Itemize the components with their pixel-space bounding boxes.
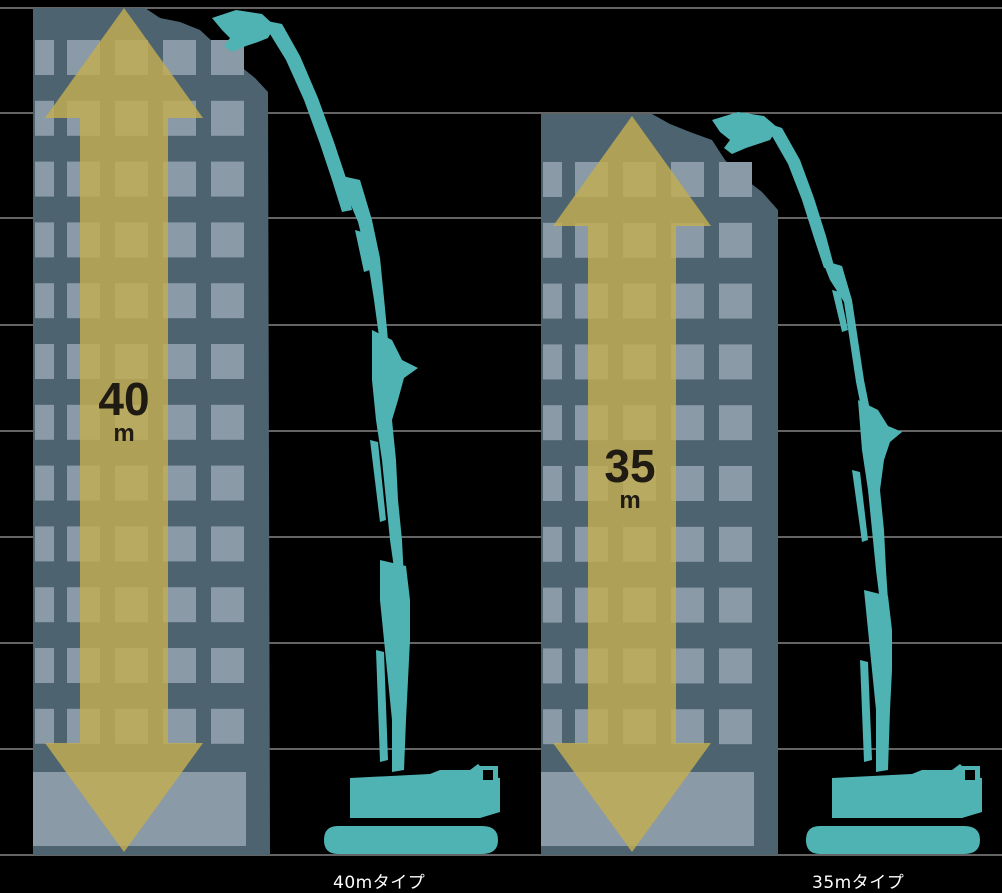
height-value: 40 <box>98 373 150 425</box>
window <box>543 648 562 684</box>
window <box>671 405 704 441</box>
window <box>163 708 196 744</box>
height-label-40m: 40 m <box>84 376 164 446</box>
window <box>163 587 196 623</box>
height-unit: m <box>619 487 641 514</box>
window <box>35 465 54 501</box>
window <box>35 344 54 379</box>
window <box>671 466 704 501</box>
window <box>163 404 196 440</box>
window <box>543 526 562 562</box>
window <box>211 283 244 319</box>
caption-35m-type: 35mタイプ <box>812 873 905 893</box>
demolition-machine-35m <box>712 112 982 854</box>
window <box>671 526 704 562</box>
window <box>719 587 752 623</box>
window <box>163 283 196 319</box>
window <box>35 404 54 440</box>
window <box>211 222 244 258</box>
window <box>35 526 54 562</box>
height-arrow-40m <box>45 8 203 852</box>
window <box>671 587 704 623</box>
window <box>719 709 752 745</box>
window <box>719 162 752 197</box>
window <box>543 709 562 745</box>
window <box>211 404 244 440</box>
window <box>163 465 196 501</box>
window <box>35 222 54 258</box>
window <box>671 344 704 380</box>
height-arrow-35m <box>553 116 711 852</box>
window <box>671 648 704 684</box>
window <box>163 222 196 258</box>
window <box>163 344 196 379</box>
window <box>211 161 244 197</box>
window <box>211 526 244 562</box>
window <box>719 344 752 380</box>
window <box>35 648 54 683</box>
window <box>543 466 562 501</box>
window <box>35 100 54 136</box>
window <box>211 344 244 379</box>
window <box>719 222 752 258</box>
window <box>211 100 244 136</box>
window <box>543 344 562 380</box>
window <box>211 648 244 683</box>
window <box>671 709 704 745</box>
window <box>543 587 562 623</box>
window <box>719 466 752 501</box>
window <box>543 222 562 258</box>
window <box>543 283 562 319</box>
window <box>671 222 704 258</box>
window <box>35 587 54 623</box>
window <box>719 526 752 562</box>
window <box>35 40 54 75</box>
window <box>35 708 54 744</box>
window <box>163 40 196 75</box>
height-unit: m <box>113 420 135 447</box>
window <box>163 526 196 562</box>
height-label-35m: 35 m <box>590 443 670 513</box>
window <box>719 648 752 684</box>
window <box>719 405 752 441</box>
window <box>211 587 244 623</box>
window <box>543 162 562 197</box>
window <box>163 161 196 197</box>
caption-40m-type: 40mタイプ <box>333 873 426 893</box>
window <box>719 283 752 319</box>
window <box>671 283 704 319</box>
window <box>35 161 54 197</box>
demolition-machine-40m <box>212 10 500 854</box>
window <box>163 648 196 683</box>
window <box>543 405 562 441</box>
window <box>211 708 244 744</box>
window <box>35 283 54 319</box>
window <box>211 465 244 501</box>
height-value: 35 <box>604 440 656 492</box>
